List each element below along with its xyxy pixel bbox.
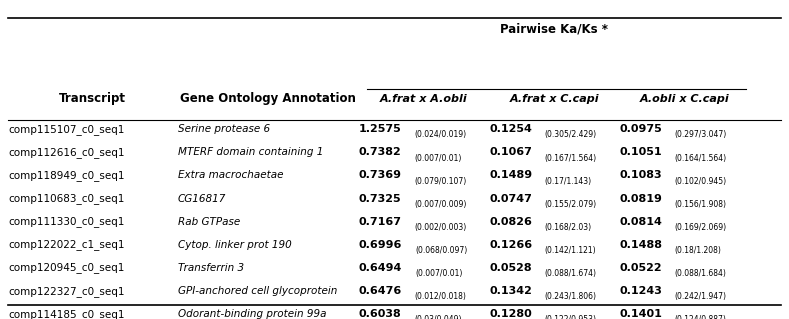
Text: (0.297/3.047): (0.297/3.047) xyxy=(675,130,727,139)
Text: (0.243/1.806): (0.243/1.806) xyxy=(544,292,596,301)
Text: (0.242/1.947): (0.242/1.947) xyxy=(675,292,727,301)
Text: A.obli x C.capi: A.obli x C.capi xyxy=(640,94,729,104)
Text: (0.024/0.019): (0.024/0.019) xyxy=(414,130,466,139)
Text: 0.0747: 0.0747 xyxy=(489,194,532,204)
Text: GPI-anchored cell glycoprotein: GPI-anchored cell glycoprotein xyxy=(178,286,337,296)
Text: 0.1254: 0.1254 xyxy=(489,124,532,134)
Text: comp115107_c0_seq1: comp115107_c0_seq1 xyxy=(8,124,124,135)
Text: (0.156/1.908): (0.156/1.908) xyxy=(675,200,727,209)
Text: (0.079/0.107): (0.079/0.107) xyxy=(414,177,467,186)
Text: Cytop. linker prot 190: Cytop. linker prot 190 xyxy=(178,240,291,250)
Text: comp114185_c0_seq1: comp114185_c0_seq1 xyxy=(8,309,125,319)
Text: 0.0522: 0.0522 xyxy=(619,263,662,273)
Text: (0.124/0.887): (0.124/0.887) xyxy=(675,315,727,319)
Text: 0.1051: 0.1051 xyxy=(619,147,662,157)
Text: (0.164/1.564): (0.164/1.564) xyxy=(675,153,727,163)
Text: A.frat x C.capi: A.frat x C.capi xyxy=(510,94,599,104)
Text: 0.1266: 0.1266 xyxy=(489,240,533,250)
Text: (0.007/0.009): (0.007/0.009) xyxy=(414,200,466,209)
Text: 0.1243: 0.1243 xyxy=(619,286,662,296)
Text: Transferrin 3: Transferrin 3 xyxy=(178,263,244,273)
Text: 0.6476: 0.6476 xyxy=(359,286,402,296)
Text: 0.7369: 0.7369 xyxy=(359,170,402,181)
Text: comp122022_c1_seq1: comp122022_c1_seq1 xyxy=(8,239,125,250)
Text: Rab GTPase: Rab GTPase xyxy=(178,217,240,227)
Text: (0.002/0.003): (0.002/0.003) xyxy=(414,223,467,232)
Text: 0.0814: 0.0814 xyxy=(619,217,662,227)
Text: Transcript: Transcript xyxy=(59,93,126,105)
Text: 0.1280: 0.1280 xyxy=(489,309,532,319)
Text: comp122327_c0_seq1: comp122327_c0_seq1 xyxy=(8,286,125,297)
Text: (0.012/0.018): (0.012/0.018) xyxy=(415,292,466,301)
Text: Odorant-binding protein 99a: Odorant-binding protein 99a xyxy=(178,309,326,319)
Text: Serine protease 6: Serine protease 6 xyxy=(178,124,270,134)
Text: comp112616_c0_seq1: comp112616_c0_seq1 xyxy=(8,147,125,158)
Text: comp118949_c0_seq1: comp118949_c0_seq1 xyxy=(8,170,125,181)
Text: 0.6038: 0.6038 xyxy=(359,309,402,319)
Text: 0.1401: 0.1401 xyxy=(619,309,662,319)
Text: (0.142/1.121): (0.142/1.121) xyxy=(545,246,596,255)
Text: (0.102/0.945): (0.102/0.945) xyxy=(675,177,727,186)
Text: 0.1342: 0.1342 xyxy=(489,286,532,296)
Text: 0.7325: 0.7325 xyxy=(359,194,402,204)
Text: 0.1489: 0.1489 xyxy=(489,170,533,181)
Text: MTERF domain containing 1: MTERF domain containing 1 xyxy=(178,147,323,157)
Text: 0.0826: 0.0826 xyxy=(489,217,532,227)
Text: 0.0819: 0.0819 xyxy=(619,194,662,204)
Text: (0.17/1.143): (0.17/1.143) xyxy=(545,177,592,186)
Text: 0.6996: 0.6996 xyxy=(359,240,402,250)
Text: Pairwise Ka/Ks *: Pairwise Ka/Ks * xyxy=(500,22,608,35)
Text: (0.068/0.097): (0.068/0.097) xyxy=(415,246,467,255)
Text: (0.088/1.684): (0.088/1.684) xyxy=(675,269,726,278)
Text: (0.169/2.069): (0.169/2.069) xyxy=(675,223,727,232)
Text: comp111330_c0_seq1: comp111330_c0_seq1 xyxy=(8,216,124,227)
Text: Extra macrochaetae: Extra macrochaetae xyxy=(178,170,283,181)
Text: (0.305/2.429): (0.305/2.429) xyxy=(544,130,596,139)
Text: (0.18/1.208): (0.18/1.208) xyxy=(675,246,722,255)
Text: comp120945_c0_seq1: comp120945_c0_seq1 xyxy=(8,263,124,273)
Text: (0.03/0.049): (0.03/0.049) xyxy=(414,315,462,319)
Text: (0.167/1.564): (0.167/1.564) xyxy=(544,153,596,163)
Text: 0.0528: 0.0528 xyxy=(489,263,532,273)
Text: A.frat x A.obli: A.frat x A.obli xyxy=(380,94,468,104)
Text: 0.7382: 0.7382 xyxy=(359,147,402,157)
Text: comp110683_c0_seq1: comp110683_c0_seq1 xyxy=(8,193,124,204)
Text: CG16817: CG16817 xyxy=(178,194,226,204)
Text: (0.155/2.079): (0.155/2.079) xyxy=(544,200,596,209)
Text: 0.1083: 0.1083 xyxy=(619,170,662,181)
Text: 0.6494: 0.6494 xyxy=(359,263,402,273)
Text: (0.088/1.674): (0.088/1.674) xyxy=(544,269,596,278)
Text: (0.168/2.03): (0.168/2.03) xyxy=(544,223,592,232)
Text: (0.122/0.953): (0.122/0.953) xyxy=(544,315,596,319)
Text: Gene Ontology Annotation: Gene Ontology Annotation xyxy=(181,93,356,105)
Text: 0.1067: 0.1067 xyxy=(489,147,532,157)
Text: 0.0975: 0.0975 xyxy=(619,124,662,134)
Text: 1.2575: 1.2575 xyxy=(359,124,402,134)
Text: (0.007/0.01): (0.007/0.01) xyxy=(415,269,462,278)
Text: (0.007/0.01): (0.007/0.01) xyxy=(414,153,462,163)
Text: 0.7167: 0.7167 xyxy=(359,217,402,227)
Text: 0.1488: 0.1488 xyxy=(619,240,662,250)
